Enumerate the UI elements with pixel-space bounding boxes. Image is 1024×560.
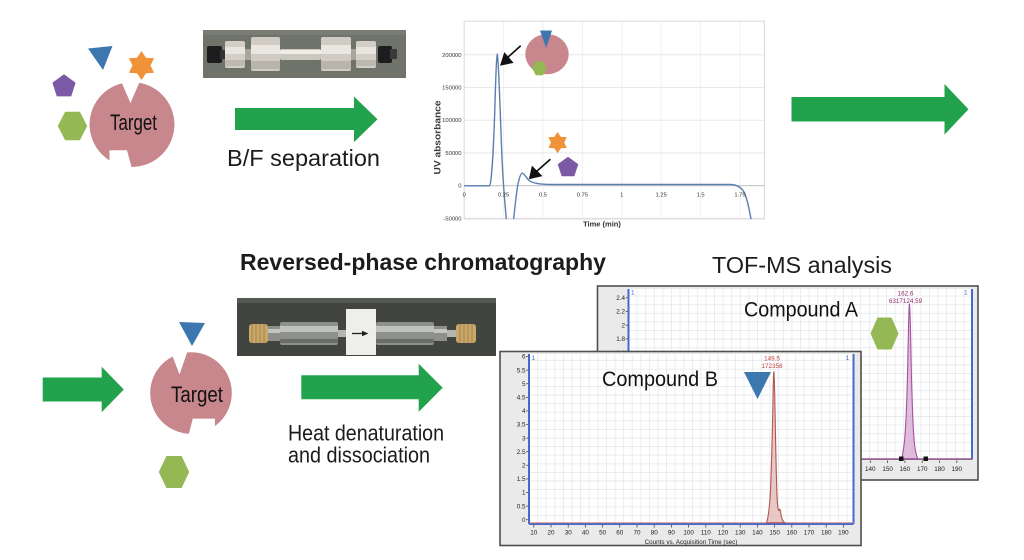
svg-text:1.5: 1.5	[697, 193, 705, 199]
svg-text:90: 90	[668, 530, 676, 537]
svg-text:160: 160	[787, 530, 798, 537]
svg-text:150000: 150000	[442, 86, 461, 92]
svg-text:170: 170	[804, 530, 815, 537]
svg-text:2.2: 2.2	[616, 309, 625, 316]
svg-text:0.5: 0.5	[539, 193, 547, 199]
svg-text:130: 130	[735, 530, 746, 537]
svg-text:100: 100	[683, 530, 694, 537]
svg-text:170: 170	[917, 466, 928, 473]
svg-text:Target: Target	[110, 110, 157, 135]
svg-text:UV absorbance: UV absorbance	[433, 101, 444, 175]
svg-text:190: 190	[952, 466, 963, 473]
svg-text:3.5: 3.5	[517, 422, 526, 429]
svg-text:30: 30	[565, 530, 573, 537]
svg-text:2: 2	[621, 322, 625, 329]
svg-text:TOF-MS analysis: TOF-MS analysis	[712, 252, 892, 278]
svg-text:160: 160	[900, 466, 911, 473]
svg-text:150: 150	[769, 530, 780, 537]
svg-text:1.8: 1.8	[616, 336, 625, 343]
svg-text:-50000: -50000	[443, 216, 461, 222]
svg-text:120: 120	[718, 530, 729, 537]
svg-text:1: 1	[620, 193, 623, 199]
svg-text:5.5: 5.5	[517, 367, 526, 374]
svg-text:1: 1	[846, 355, 850, 362]
svg-text:0.25: 0.25	[498, 193, 509, 199]
svg-text:Compound B: Compound B	[602, 367, 718, 391]
svg-text:0.75: 0.75	[577, 193, 588, 199]
svg-text:4.5: 4.5	[517, 395, 526, 402]
svg-text:1: 1	[631, 290, 635, 297]
svg-text:6: 6	[522, 354, 526, 361]
svg-text:20: 20	[547, 530, 555, 537]
svg-text:Heat denaturation: Heat denaturation	[288, 421, 444, 446]
svg-text:180: 180	[934, 466, 945, 473]
svg-text:150: 150	[882, 466, 893, 473]
svg-text:190: 190	[838, 530, 849, 537]
svg-text:1: 1	[964, 290, 968, 297]
svg-text:2: 2	[522, 463, 526, 470]
svg-text:B/F separation: B/F separation	[227, 145, 380, 171]
svg-text:4: 4	[522, 408, 526, 415]
svg-text:Reversed-phase chromatography: Reversed-phase chromatography	[240, 249, 606, 275]
svg-text:80: 80	[651, 530, 659, 537]
svg-text:Compound A: Compound A	[744, 298, 859, 322]
svg-text:1.5: 1.5	[517, 476, 526, 483]
svg-text:2.5: 2.5	[517, 449, 526, 456]
svg-text:0.5: 0.5	[517, 503, 526, 510]
svg-text:0: 0	[458, 184, 461, 190]
svg-text:140: 140	[752, 530, 763, 537]
svg-text:0: 0	[463, 193, 466, 199]
svg-text:5: 5	[522, 381, 526, 388]
svg-text:100000: 100000	[442, 118, 461, 124]
svg-text:Counts vs. Acquisition Time (s: Counts vs. Acquisition Time (sec)	[645, 539, 738, 546]
svg-text:172358: 172358	[761, 363, 783, 370]
svg-text:50000: 50000	[445, 151, 461, 157]
svg-text:60: 60	[616, 530, 624, 537]
svg-text:200000: 200000	[442, 53, 461, 59]
svg-text:1.75: 1.75	[734, 193, 745, 199]
svg-text:1: 1	[522, 490, 526, 497]
svg-text:Target: Target	[171, 382, 223, 407]
svg-text:70: 70	[633, 530, 641, 537]
svg-text:and dissociation: and dissociation	[288, 443, 430, 468]
svg-text:2.4: 2.4	[616, 295, 625, 302]
svg-text:110: 110	[701, 530, 712, 537]
svg-text:6317124.59: 6317124.59	[889, 298, 923, 305]
svg-text:140: 140	[865, 466, 876, 473]
svg-text:149.5: 149.5	[764, 356, 780, 363]
svg-text:50: 50	[599, 530, 607, 537]
svg-text:3: 3	[522, 435, 526, 442]
svg-text:1.25: 1.25	[656, 193, 667, 199]
svg-text:1: 1	[532, 355, 536, 362]
svg-text:10: 10	[530, 530, 538, 537]
svg-text:Time (min): Time (min)	[583, 220, 621, 229]
svg-text:180: 180	[821, 530, 832, 537]
svg-text:162.6: 162.6	[898, 291, 914, 298]
svg-text:40: 40	[582, 530, 590, 537]
svg-text:0: 0	[522, 517, 526, 524]
